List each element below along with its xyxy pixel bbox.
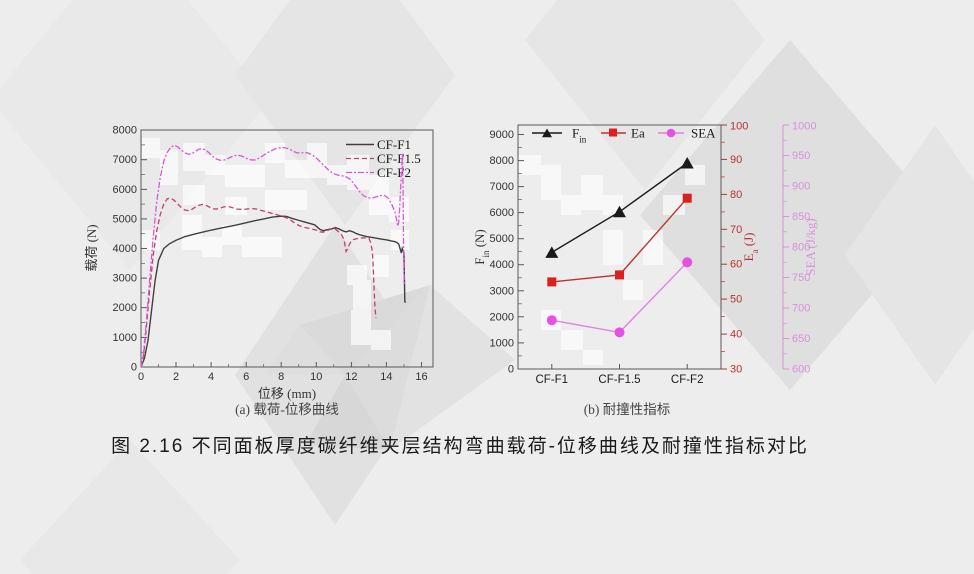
svg-text:40: 40 (730, 329, 742, 341)
svg-text:2000: 2000 (113, 302, 137, 314)
svg-text:900: 900 (792, 181, 810, 193)
svg-text:3000: 3000 (113, 273, 137, 285)
svg-text:6000: 6000 (113, 184, 137, 196)
svg-text:Ea: Ea (631, 126, 645, 141)
svg-text:50: 50 (730, 294, 742, 306)
svg-text:2: 2 (173, 371, 179, 383)
svg-text:6: 6 (243, 371, 249, 383)
svg-text:1000: 1000 (792, 121, 816, 133)
svg-text:CF-F2: CF-F2 (377, 165, 411, 180)
svg-text:3000: 3000 (490, 285, 514, 297)
svg-text:载荷 (N): 载荷 (N) (84, 224, 99, 271)
svg-text:90: 90 (730, 154, 742, 166)
svg-text:CF-F1.5: CF-F1.5 (377, 151, 421, 166)
svg-text:(b) 耐撞性指标: (b) 耐撞性指标 (584, 402, 671, 417)
svg-text:(a) 载荷-位移曲线: (a) 载荷-位移曲线 (235, 402, 339, 417)
svg-text:4000: 4000 (113, 243, 137, 255)
svg-text:CF-F1: CF-F1 (536, 374, 569, 386)
svg-text:100: 100 (730, 121, 748, 133)
svg-text:14: 14 (380, 371, 392, 383)
svg-text:12: 12 (345, 371, 357, 383)
svg-text:8000: 8000 (490, 155, 514, 167)
svg-text:0: 0 (131, 362, 137, 374)
svg-text:700: 700 (792, 303, 810, 315)
svg-text:Fin: Fin (572, 126, 587, 145)
svg-text:0: 0 (508, 364, 514, 376)
svg-text:CF-F1: CF-F1 (377, 137, 411, 152)
svg-text:4: 4 (208, 371, 214, 383)
svg-text:1000: 1000 (113, 332, 137, 344)
svg-text:SEA (J/kg): SEA (J/kg) (803, 218, 818, 275)
svg-text:8000: 8000 (113, 125, 137, 137)
svg-text:图 2.16 不同面板厚度碳纤维夹层结构弯曲载荷-位移曲线: 图 2.16 不同面板厚度碳纤维夹层结构弯曲载荷-位移曲线及耐撞性指标对比 (111, 435, 809, 457)
svg-text:7000: 7000 (113, 154, 137, 166)
svg-text:8: 8 (278, 371, 284, 383)
svg-text:4000: 4000 (490, 259, 514, 271)
svg-text:7000: 7000 (490, 181, 514, 193)
svg-text:950: 950 (792, 150, 810, 162)
svg-text:5000: 5000 (490, 233, 514, 245)
svg-text:6000: 6000 (490, 207, 514, 219)
svg-text:80: 80 (730, 189, 742, 201)
svg-text:10: 10 (310, 371, 322, 383)
svg-text:CF-F2: CF-F2 (671, 374, 704, 386)
svg-text:SEA: SEA (691, 126, 716, 141)
svg-text:CF-F1.5: CF-F1.5 (598, 374, 640, 386)
svg-text:600: 600 (792, 364, 810, 376)
svg-text:9000: 9000 (490, 129, 514, 141)
svg-text:5000: 5000 (113, 213, 137, 225)
svg-text:16: 16 (415, 371, 427, 383)
svg-text:Ea (J): Ea (J) (741, 233, 760, 262)
svg-text:Fin (N): Fin (N) (472, 229, 491, 265)
svg-text:1000: 1000 (490, 337, 514, 349)
svg-text:30: 30 (730, 364, 742, 376)
svg-text:2000: 2000 (490, 311, 514, 323)
svg-text:0: 0 (138, 371, 144, 383)
svg-text:650: 650 (792, 333, 810, 345)
svg-text:位移 (mm): 位移 (mm) (258, 386, 316, 401)
